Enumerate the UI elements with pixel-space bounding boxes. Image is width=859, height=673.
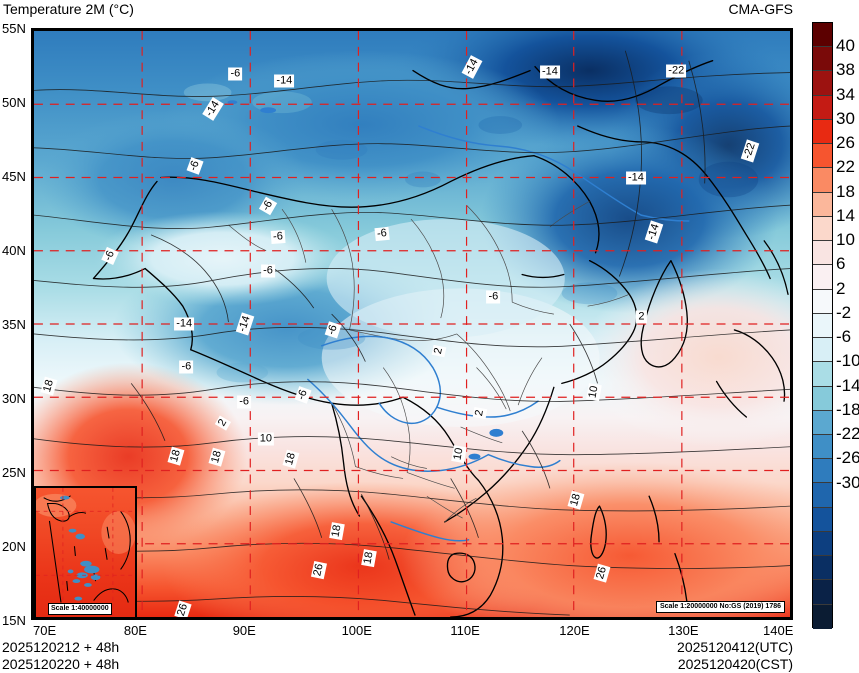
map-frame[interactable]: -6 -14 -14 -14 -22 -14 -22 -6 -14 -6 -6 -6 -14 -6 -6 -6…: [31, 28, 793, 620]
contour-value-label: -6: [228, 67, 243, 81]
inset-scale-label: Scale 1:40000000: [48, 603, 112, 615]
colorbar-swatch: [813, 71, 832, 96]
colorbar-tick-label: 38: [836, 60, 855, 80]
colorbar-swatch: [813, 507, 832, 532]
contour-value-label: -6: [486, 290, 501, 304]
lon-tick-label: 90E: [232, 623, 256, 638]
lat-tick-label: 15N: [2, 613, 26, 628]
contour-value-label: 10: [257, 432, 274, 446]
colorbar-swatch: [813, 95, 832, 120]
lon-tick-label: 130E: [668, 623, 699, 638]
contour-value-label: -14: [174, 317, 195, 331]
colorbar-tick-label: -2: [836, 302, 852, 322]
temperature-field: [34, 31, 790, 617]
colorbar-swatch: [813, 216, 832, 242]
colorbar-tick-label: 30: [836, 108, 855, 128]
colorbar-tick-label: 14: [836, 205, 855, 225]
lon-tick-label: 100E: [341, 623, 372, 638]
lat-tick-label: 55N: [2, 21, 26, 36]
colorbar-tick-label: 10: [836, 230, 855, 250]
contour-value-label: 10: [585, 382, 602, 402]
colorbar-swatch: [813, 47, 832, 72]
colorbar-tick-label: 2: [836, 278, 846, 298]
contour-value-label: 10: [450, 445, 467, 464]
page-title: Temperature 2M (°C): [3, 1, 134, 17]
colorbar-tick-label: -18: [836, 399, 859, 419]
colorbar-tick-label: -14: [836, 375, 859, 395]
contour-value-label: -6: [374, 226, 390, 241]
model-label: CMA-GFS: [728, 1, 793, 17]
colorbar-tick-label: 6: [836, 254, 846, 274]
colorbar-swatch: [813, 531, 832, 557]
map-canvas: [34, 31, 790, 617]
colorbar-tick-label: 18: [836, 181, 855, 201]
contour-value-label: -6: [261, 264, 275, 278]
inset-temperature-field: [36, 488, 135, 617]
lon-tick-label: 110E: [450, 623, 480, 638]
colorbar-tick-label: 26: [836, 133, 855, 153]
contour-value-label: -14: [626, 171, 646, 185]
colorbar-swatch: [813, 362, 832, 387]
colorbar-tick-label: -10: [836, 351, 859, 371]
contour-value-label: 2: [636, 310, 647, 324]
contour-value-label: 2: [473, 406, 488, 419]
lon-tick-label: 80E: [123, 623, 147, 638]
lon-tick-label: 120E: [559, 623, 590, 638]
colorbar-tick-label: -6: [836, 327, 852, 347]
colorbar-swatch: [813, 338, 832, 363]
colorbar-swatch: [813, 119, 832, 145]
colorbar-swatch: [813, 483, 832, 508]
colorbar-swatch: [813, 289, 832, 314]
contour-value-label: -14: [274, 74, 295, 88]
colorbar-tick-label: -30: [836, 472, 859, 492]
valid-time-utc: 2025120412(UTC): [677, 639, 793, 655]
contour-value-label: 2: [431, 344, 447, 357]
lat-tick-label: 30N: [2, 391, 26, 406]
colorbar-swatch: [813, 192, 832, 217]
graticule: [34, 31, 790, 617]
colorbar-swatch: [813, 556, 832, 581]
colorbar-swatch: [813, 386, 832, 411]
colorbar-swatch: [813, 580, 832, 605]
map-scale-label: Scale 1:20000000 No:GS (2019) 1786: [655, 601, 785, 613]
colorbar-swatch: [813, 23, 832, 48]
contour-value-label: -14: [540, 65, 560, 79]
colorbar-swatch: [813, 265, 832, 290]
contour-value-label: -6: [179, 360, 194, 374]
colorbar-swatch: [813, 434, 832, 460]
valid-time-cst: 2025120420(CST): [677, 656, 793, 672]
lat-tick-label: 50N: [2, 95, 26, 110]
contour-value-label: -22: [666, 64, 687, 78]
lat-tick-label: 25N: [2, 465, 26, 480]
colorbar-tick-label: 34: [836, 84, 855, 104]
contour-value-label: -6: [237, 395, 251, 409]
colorbar-swatch: [813, 604, 832, 629]
colorbar-swatch: [813, 241, 832, 266]
colorbar-swatch: [813, 459, 832, 484]
colorbar-swatch: [813, 168, 832, 193]
contour-value-label: -6: [270, 229, 286, 244]
contour-value-label: 18: [328, 522, 345, 541]
colorbar-tick-label: 40: [836, 36, 855, 56]
colorbar[interactable]: [812, 22, 833, 629]
lon-tick-label: 70E: [33, 623, 57, 638]
colorbar-tick-label: -26: [836, 448, 859, 468]
colorbar-tick-label: -22: [836, 424, 859, 444]
lat-tick-label: 40N: [2, 243, 26, 258]
colorbar-swatch: [813, 313, 832, 339]
init-time-utc: 2025120212 + 48h: [2, 639, 120, 655]
lat-tick-label: 20N: [2, 539, 26, 554]
lat-tick-label: 35N: [2, 317, 26, 332]
inset-map[interactable]: Scale 1:40000000: [34, 486, 137, 617]
colorbar-tick-label: 22: [836, 157, 855, 177]
init-time-cst: 2025120220 + 48h: [2, 656, 120, 672]
colorbar-swatch: [813, 144, 832, 169]
lon-tick-label: 140E: [763, 623, 794, 638]
colorbar-swatch: [813, 410, 832, 435]
lat-tick-label: 45N: [2, 169, 26, 184]
